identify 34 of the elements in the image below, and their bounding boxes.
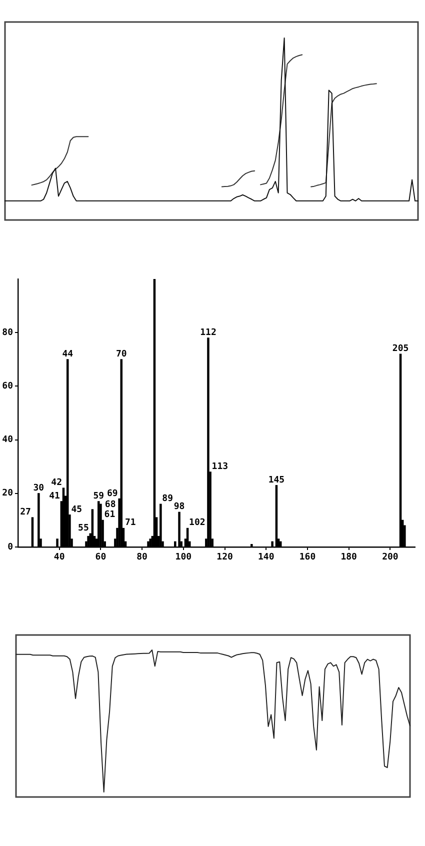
- y-tick-label: 80: [2, 328, 13, 338]
- x-tick-label: 200: [382, 552, 398, 563]
- annotation: 205: [392, 344, 409, 354]
- annotation: 30: [33, 483, 44, 494]
- annotation: 102: [189, 518, 206, 528]
- annotation: 68: [104, 500, 116, 510]
- annotation: 55: [78, 524, 89, 534]
- annotation: 89: [162, 494, 174, 504]
- x-tick-label: 180: [340, 552, 357, 563]
- annotation: 45: [71, 504, 82, 515]
- x-tick-label: 160: [299, 552, 316, 563]
- x-tick-label: 140: [258, 552, 274, 563]
- annotation: 61: [104, 510, 116, 520]
- y-tick-label: 0: [8, 542, 13, 552]
- y-tick-label: 60: [2, 382, 13, 392]
- annotation: 44: [62, 349, 74, 360]
- annotation: 98: [174, 502, 185, 512]
- annotation: 70: [116, 349, 127, 360]
- annotation: 27: [20, 508, 31, 518]
- annotation: 59: [93, 491, 104, 502]
- x-tick-label: 120: [216, 552, 233, 563]
- y-tick-label: 20: [2, 488, 13, 499]
- x-tick-label: 80: [136, 552, 148, 563]
- annotation: 42: [51, 478, 62, 488]
- annotation: 112: [200, 328, 216, 338]
- annotation: 71: [124, 518, 136, 528]
- annotation: 41: [49, 491, 60, 502]
- x-tick-label: 100: [175, 552, 192, 563]
- x-tick-label: 40: [54, 552, 65, 563]
- annotation: 145: [268, 475, 285, 486]
- y-tick-label: 40: [2, 435, 13, 446]
- annotation: 113: [212, 462, 228, 472]
- annotation: 69: [106, 488, 118, 499]
- x-tick-label: 60: [95, 552, 106, 563]
